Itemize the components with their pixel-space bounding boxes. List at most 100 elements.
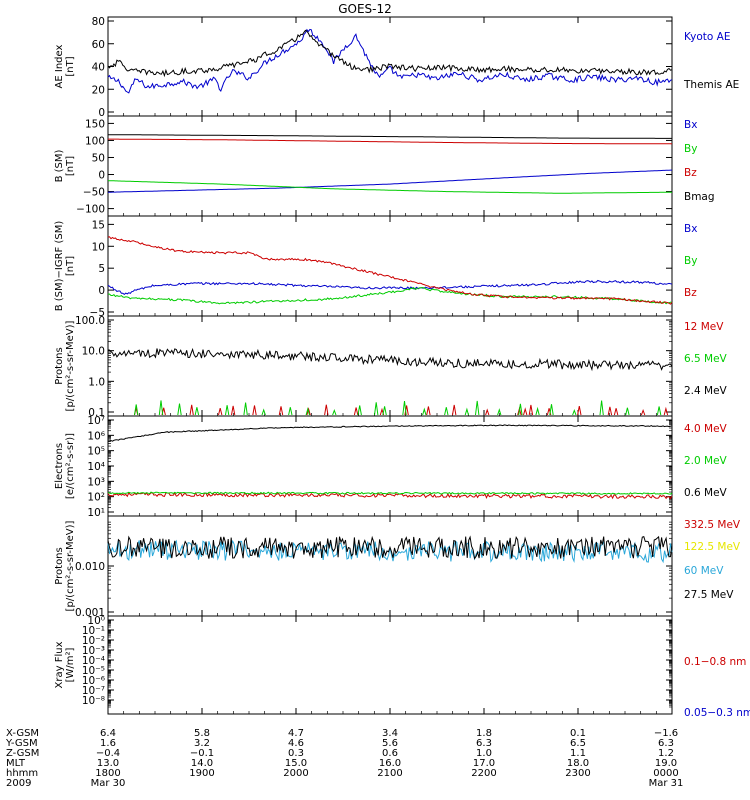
table-cell: 6.3 (658, 738, 674, 749)
table-row-label-x-gsm: X-GSM (6, 728, 39, 739)
y-tick-label: 10⁻⁷ (82, 685, 105, 697)
y-tick-label: 100 (85, 135, 105, 147)
series-kyoto-ae-line (107, 28, 673, 94)
table-cell: 19.0 (655, 758, 677, 769)
series-by-line (107, 286, 673, 305)
table-cell: 4.7 (288, 728, 304, 739)
table-cell: 0.3 (288, 748, 304, 759)
legend-60-mev: 60 MeV (684, 565, 724, 577)
series-27-5-mev-line (107, 535, 673, 560)
legend-12-mev: 12 MeV (684, 321, 724, 333)
y-tick-label: 60 (92, 39, 105, 51)
y-tick-label: 100.0 (75, 315, 105, 327)
table-cell: 6.5 (570, 738, 586, 749)
series-12-mev-line (133, 404, 669, 416)
legend-0-6-mev: 0.6 MeV (684, 487, 728, 499)
table-cell: 3.4 (382, 728, 398, 739)
y-tick-label: 10.0 (82, 346, 105, 358)
table-cell: 1.2 (658, 748, 674, 759)
table-cell: 16.0 (379, 758, 401, 769)
y-tick-label: 40 (92, 62, 105, 74)
table-cell: 5.6 (382, 738, 398, 749)
y-tick-label: 0.001 (75, 607, 105, 619)
legend-0-05-0-3-nm: 0.05−0.3 nm (684, 707, 750, 719)
legend-bz: Bz (684, 287, 697, 299)
y-tick-label: −100 (76, 204, 105, 216)
table-cell: −0.1 (190, 748, 214, 759)
table-cell: 1900 (189, 768, 214, 779)
y-tick-label: 10⁻¹ (82, 625, 105, 637)
y-tick-label: 10⁷ (87, 415, 105, 427)
panel-frame (107, 515, 673, 617)
panel-electrons: 10⁷ 10⁶ 10⁵ 10⁴ 10³ 10² 10¹ Electrons[e/(cm²-s-… (54, 415, 728, 519)
panel-frame (107, 215, 673, 317)
y-axis-label: Protons[p/(cm²-s-sr-MeV)] (54, 520, 76, 611)
table-row-label-hhmm: hhmm (6, 768, 38, 779)
y-axis-label: Xray Flux[W/m²] (54, 641, 76, 688)
table-cell: 2300 (565, 768, 590, 779)
table-cell: 15.0 (285, 758, 307, 769)
panel-b-sm: 150 100 50 0 −50 −100 B (SM)[nT] Bx By Bz Bmag (54, 115, 715, 217)
table-row-label-2009: 2009 (6, 778, 31, 789)
table-cell: 18.0 (567, 758, 589, 769)
table-cell: 1.6 (100, 738, 116, 749)
series-4-0-mev-line (107, 491, 673, 500)
legend-332-5-mev: 332.5 MeV (684, 519, 741, 531)
table-cell: 0000 (653, 768, 678, 779)
table-cell: 1.8 (476, 728, 492, 739)
y-tick-label: 10¹ (87, 507, 105, 519)
table-cell: −0.4 (96, 748, 120, 759)
series-bx-line (107, 279, 673, 296)
y-tick-label: 10⁻² (82, 635, 105, 647)
panel-frame (107, 615, 673, 715)
y-axis-label: AE Index[nT] (54, 44, 76, 88)
panel-ae-index: 80 60 40 20 0 AE Index[nT] Kyoto AE Themis AE (54, 16, 739, 119)
table-cell: 3.2 (194, 738, 210, 749)
table-row-label-y-gsm: Y-GSM (5, 738, 38, 749)
legend-bx: Bx (684, 119, 697, 131)
y-tick-label: 10⁻³ (82, 645, 105, 657)
y-tick-label: 10 (92, 241, 105, 253)
series-bmag-line (108, 134, 672, 139)
series-bz-line (108, 138, 673, 145)
table-cell: 0.6 (382, 748, 398, 759)
y-tick-label: 0.1 (88, 407, 105, 419)
y-tick-label: 10⁴ (87, 461, 105, 473)
legend-themis-ae: Themis AE (683, 79, 739, 91)
panel-frame (107, 115, 673, 217)
legend-2-4-mev: 2.4 MeV (684, 385, 728, 397)
legend-by: By (684, 143, 697, 155)
y-tick-label: 10⁻⁸ (82, 695, 105, 707)
y-tick-label: 0 (98, 107, 105, 119)
series-0-6-mev-line (108, 424, 673, 442)
table-cell: 17.0 (473, 758, 495, 769)
y-tick-label: 10⁶ (87, 430, 105, 442)
panel-b-minus-igrf: 15 10 5 0 −5 B (SM)−IGRF (SM)[nT] Bx By Bz (54, 215, 697, 319)
legend-122-5-mev: 122.5 MeV (684, 541, 741, 553)
y-tick-label: 10⁻⁵ (82, 665, 105, 677)
y-tick-label: −5 (90, 307, 105, 319)
y-tick-label: 0 (98, 285, 105, 297)
y-tick-label: 50 (92, 152, 105, 164)
table-cell: 14.0 (191, 758, 213, 769)
legend-bz: Bz (684, 167, 697, 179)
y-tick-label: 10⁰ (87, 615, 105, 627)
legend-by: By (684, 255, 697, 267)
legend-2-0-mev: 2.0 MeV (684, 455, 728, 467)
table-cell: 2000 (283, 768, 308, 779)
series-2-0-mev-line (107, 491, 673, 495)
legend-0-1-0-8-nm: 0.1−0.8 nm (684, 656, 746, 668)
y-tick-label: −50 (83, 187, 105, 199)
table-cell: −1.6 (654, 728, 678, 739)
table-cell: 6.4 (100, 728, 116, 739)
legend-kyoto-ae: Kyoto AE (684, 31, 730, 43)
table-cell: Mar 30 (91, 778, 126, 789)
y-tick-label: 10⁻⁴ (82, 655, 105, 667)
series-2-4-mev-line (107, 347, 673, 372)
table-cell: 5.8 (194, 728, 210, 739)
y-tick-label: 5 (98, 263, 105, 275)
table-cell: 2100 (377, 768, 402, 779)
table-cell: 1.1 (570, 748, 586, 759)
table-cell: 13.0 (97, 758, 119, 769)
